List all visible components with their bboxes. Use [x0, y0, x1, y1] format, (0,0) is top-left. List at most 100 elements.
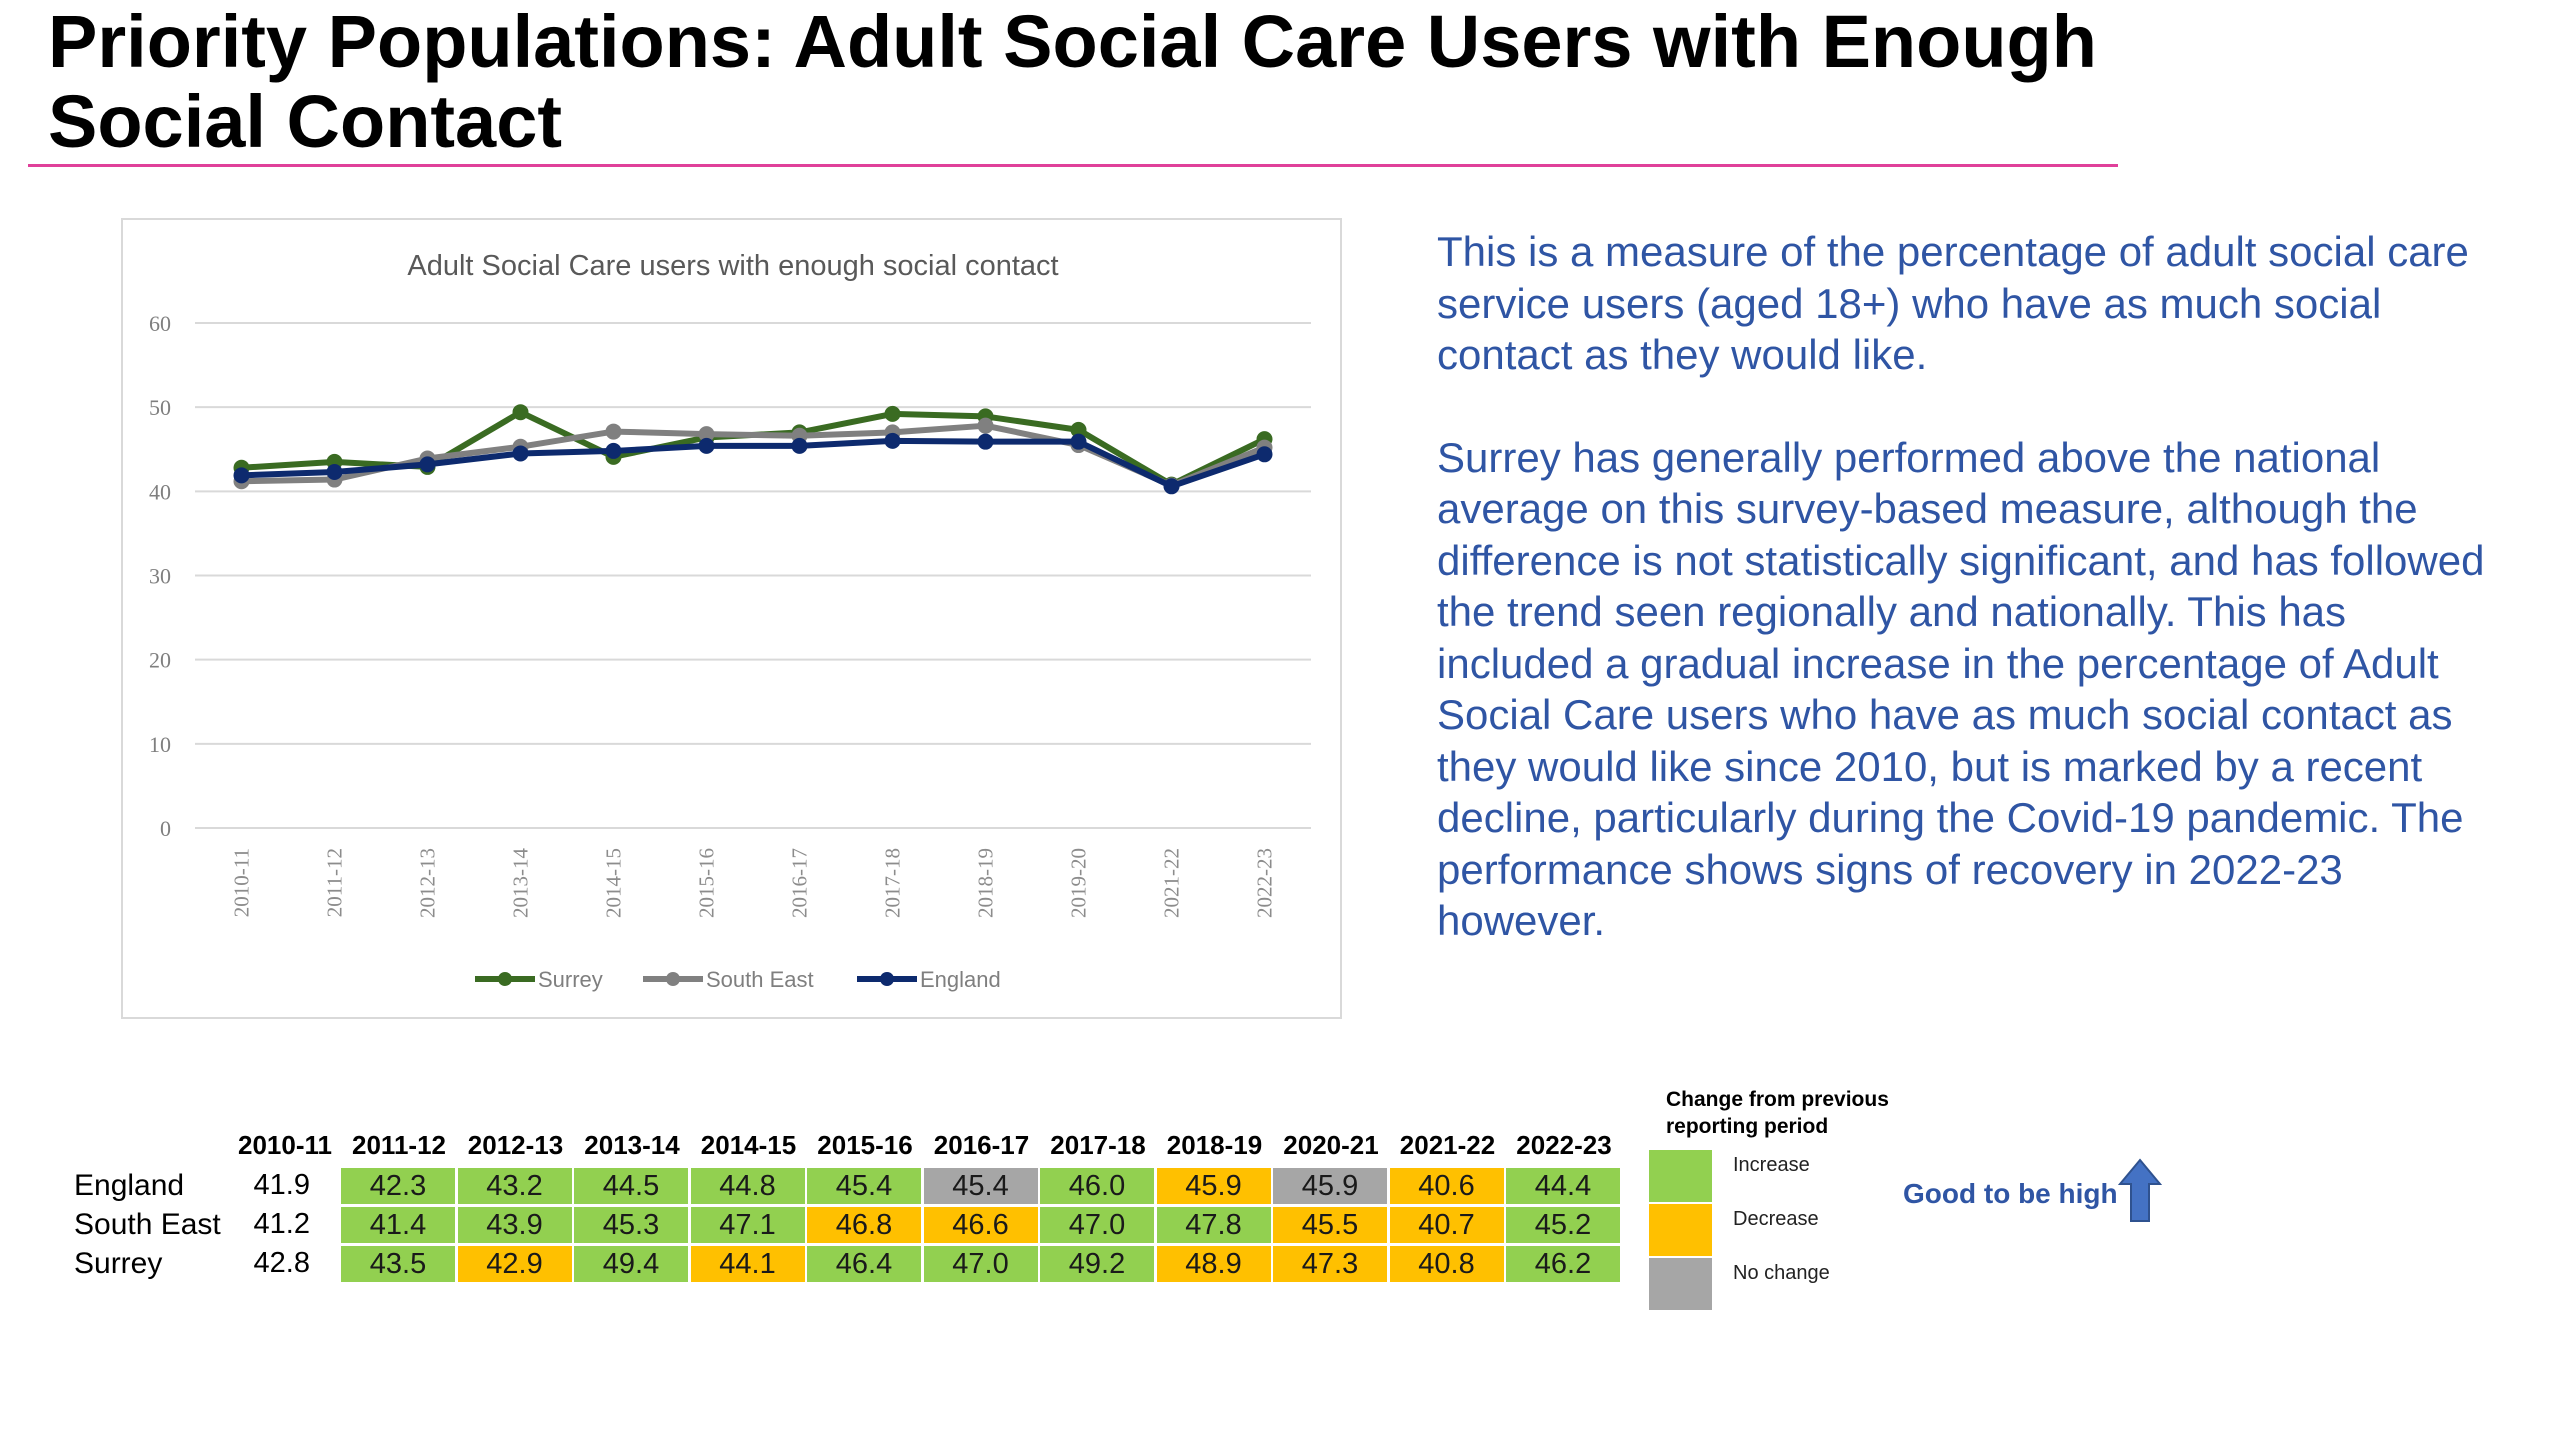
data-point — [977, 433, 994, 450]
table-cell-increase: 44.5 — [574, 1168, 688, 1204]
legend-marker — [666, 972, 680, 986]
page-title: Priority Populations: Adult Social Care … — [48, 0, 2097, 163]
table-header: 2018-19 — [1166, 1130, 1263, 1160]
y-tick-label: 30 — [149, 564, 171, 589]
table-cell-increase: 43.5 — [341, 1246, 455, 1282]
y-tick-label: 10 — [149, 732, 171, 757]
table-cell-increase: 49.2 — [1040, 1246, 1154, 1282]
table-cell-decrease: 40.8 — [1389, 1246, 1504, 1282]
table-cell-decrease: 45.9 — [1156, 1168, 1271, 1204]
data-point — [791, 437, 808, 454]
legend-swatch-nochange — [1649, 1258, 1712, 1310]
table-cell-increase: 43.2 — [457, 1168, 572, 1204]
table-cell-increase: 46.0 — [1040, 1168, 1154, 1204]
table-cell-decrease: 45.5 — [1273, 1207, 1387, 1243]
table-header: 2021-22 — [1399, 1130, 1496, 1160]
table-cell-decrease: 48.9 — [1156, 1246, 1271, 1282]
legend-swatch-increase — [1649, 1150, 1712, 1202]
legend-label-decrease: Decrease — [1733, 1208, 1819, 1230]
table-header: 2022-23 — [1516, 1130, 1612, 1160]
x-tick-label: 2017-18 — [881, 848, 905, 918]
legend-label: England — [920, 967, 1001, 992]
data-point — [1070, 421, 1087, 438]
polarity-label: Good to be high — [1903, 1178, 2118, 1209]
table-cell-increase: 41.4 — [341, 1207, 455, 1243]
table-cell-increase: 46.4 — [807, 1246, 921, 1282]
table-cell-increase: 49.4 — [574, 1246, 688, 1282]
table-cell-decrease: 44.1 — [690, 1246, 805, 1282]
y-tick-label: 20 — [149, 648, 171, 673]
x-tick-label: 2022-23 — [1253, 848, 1277, 918]
table-cell-nochange: 45.4 — [923, 1168, 1038, 1204]
legend-swatch-decrease — [1649, 1204, 1712, 1256]
x-tick-label: 2014-15 — [602, 848, 626, 918]
data-point — [512, 404, 529, 421]
data-point — [884, 405, 901, 422]
x-tick-label: 2016-17 — [788, 848, 812, 918]
legend-label: Surrey — [538, 967, 603, 992]
table-cell-decrease: 47.3 — [1273, 1246, 1387, 1282]
x-tick-label: 2012-13 — [416, 848, 440, 918]
table-cell-increase: 47.0 — [923, 1246, 1038, 1282]
table-cell: 41.9 — [253, 1169, 310, 1201]
legend-marker — [498, 972, 512, 986]
table-cell-increase: 42.3 — [341, 1168, 455, 1204]
table-cell-increase: 45.3 — [574, 1207, 688, 1243]
table-header: 2015-16 — [817, 1130, 913, 1160]
table-cell-increase: 44.4 — [1506, 1168, 1620, 1204]
table-cell-increase: 47.1 — [690, 1207, 805, 1243]
table-cell-increase: 45.4 — [807, 1168, 921, 1204]
table-cell-nochange: 45.9 — [1273, 1168, 1387, 1204]
row-label: South East — [74, 1208, 221, 1241]
table-cell-increase: 44.8 — [690, 1168, 805, 1204]
y-tick-label: 0 — [160, 816, 171, 841]
table-header: 2010-11 — [238, 1130, 332, 1160]
arrow-up-icon — [2118, 1158, 2162, 1222]
y-tick-label: 40 — [149, 479, 171, 504]
y-tick-label: 60 — [149, 311, 171, 336]
data-point — [698, 426, 715, 443]
table-cell: 41.2 — [253, 1208, 310, 1240]
data-point — [512, 445, 529, 462]
table-cell-decrease: 46.6 — [923, 1207, 1038, 1243]
table-cell-decrease: 40.7 — [1389, 1207, 1504, 1243]
data-point — [1163, 478, 1180, 495]
row-label: England — [74, 1169, 185, 1202]
legend-label: South East — [706, 967, 814, 992]
x-tick-label: 2015-16 — [695, 848, 719, 918]
description-paragraph-1: This is a measure of the percentage of a… — [1437, 228, 2469, 378]
description: This is a measure of the percentage of a… — [1437, 226, 2497, 998]
line-chart: Adult Social Care users with enough soci… — [121, 218, 1342, 1019]
series-line-england — [241, 437, 1266, 490]
x-tick-label: 2010-11 — [230, 848, 254, 917]
data-point — [884, 432, 901, 449]
description-paragraph-2: Surrey has generally performed above the… — [1437, 433, 2485, 945]
table-cell-increase: 46.2 — [1506, 1246, 1620, 1282]
x-tick-label: 2019-20 — [1067, 848, 1091, 918]
table-header: 2012-13 — [467, 1130, 564, 1160]
table-header: 2014-15 — [700, 1130, 797, 1160]
legend-label-nochange: No change — [1733, 1262, 1830, 1284]
x-tick-label: 2013-14 — [509, 848, 533, 918]
table-header: 2016-17 — [933, 1130, 1030, 1160]
table-cell-decrease: 42.9 — [457, 1246, 572, 1282]
table-cell-increase: 47.0 — [1040, 1207, 1154, 1243]
data-point — [233, 467, 250, 484]
x-tick-label: 2018-19 — [974, 848, 998, 918]
legend-marker — [880, 972, 894, 986]
data-point — [605, 442, 622, 459]
y-tick-label: 50 — [149, 395, 171, 420]
data-point — [326, 463, 343, 480]
x-tick-label: 2021-22 — [1160, 848, 1184, 918]
data-point — [698, 437, 715, 454]
table-header: 2013-14 — [584, 1130, 680, 1160]
title-divider — [28, 164, 2118, 167]
data-point — [1070, 433, 1087, 450]
x-tick-label: 2011-12 — [323, 848, 347, 917]
table-cell-increase: 47.8 — [1156, 1207, 1271, 1243]
legend-title: Change from previous reporting period — [1666, 1088, 1889, 1138]
data-point — [977, 417, 994, 434]
table-cell-decrease: 40.6 — [1389, 1168, 1504, 1204]
table-cell-decrease: 46.8 — [807, 1207, 921, 1243]
table-cell: 42.8 — [253, 1247, 310, 1279]
